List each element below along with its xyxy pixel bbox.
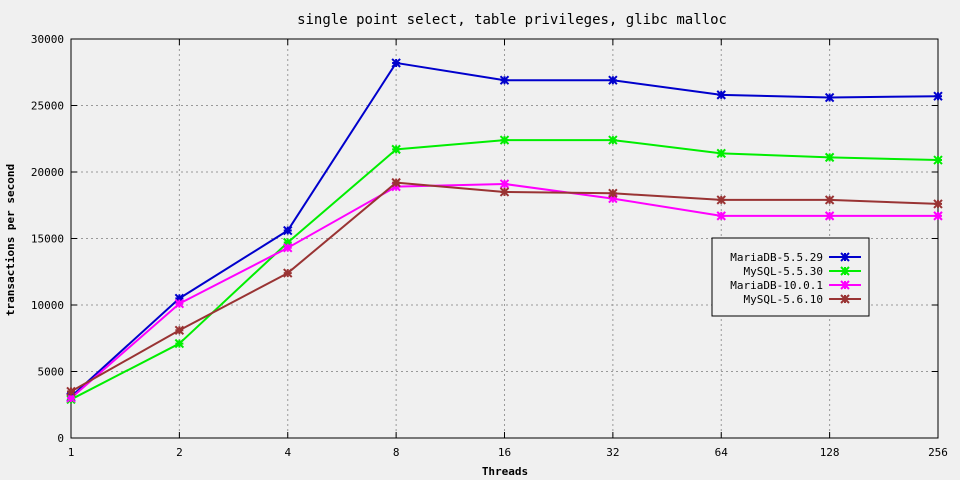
data-point — [391, 177, 401, 188]
legend-label: MariaDB-5.5.29 — [730, 251, 823, 264]
y-axis-ticks: 0 5000 10000 15000 20000 25000 30000 — [31, 33, 938, 445]
data-point — [824, 152, 835, 163]
chart-title: single point select, table privileges, g… — [297, 12, 727, 28]
data-point — [499, 187, 510, 197]
data-point — [933, 211, 943, 221]
x-tick-label: 4 — [284, 446, 291, 459]
x-tick-label: 32 — [606, 446, 619, 459]
data-point — [283, 225, 293, 236]
legend-label: MySQL-5.6.10 — [744, 293, 823, 306]
legend-marker — [840, 280, 850, 290]
data-point — [499, 75, 510, 85]
legend-marker — [840, 294, 850, 304]
data-point — [283, 237, 293, 248]
data-point — [824, 92, 835, 103]
data-point — [499, 135, 510, 145]
y-axis-label: transactions per second — [4, 164, 17, 316]
x-tick-label: 8 — [393, 446, 400, 459]
legend-label: MariaDB-10.0.1 — [730, 279, 823, 292]
x-tick-label: 1 — [68, 446, 75, 459]
data-point — [174, 293, 185, 304]
data-point — [499, 179, 510, 189]
data-point — [174, 298, 185, 309]
grid — [71, 39, 938, 438]
data-point — [716, 195, 726, 205]
legend-marker — [840, 252, 850, 262]
data-point — [391, 144, 401, 155]
data-point — [608, 75, 618, 85]
series-mariadb-5-5-29 — [66, 58, 943, 402]
x-tick-label: 64 — [715, 446, 729, 459]
x-tick-label: 128 — [820, 446, 840, 459]
data-point — [824, 195, 835, 205]
y-tick-label: 25000 — [31, 100, 64, 113]
data-point — [933, 91, 943, 101]
data-point — [174, 325, 185, 335]
data-point — [391, 58, 401, 68]
y-tick-label: 10000 — [31, 299, 64, 312]
data-point — [608, 188, 618, 198]
data-point — [66, 386, 76, 397]
data-point — [716, 90, 726, 100]
y-tick-label: 0 — [57, 432, 64, 445]
legend-marker — [840, 266, 850, 276]
data-point — [66, 393, 76, 403]
y-tick-label: 15000 — [31, 233, 64, 246]
x-tick-label: 16 — [498, 446, 511, 459]
x-tick-label: 2 — [176, 446, 183, 459]
data-point — [716, 148, 726, 159]
legend: MariaDB-5.5.29MySQL-5.5.30MariaDB-10.0.1… — [711, 237, 870, 317]
data-point — [283, 243, 293, 253]
data-point — [174, 338, 185, 349]
x-axis-ticks: 1 2 4 8 16 32 64 128 256 — [68, 39, 948, 459]
data-point — [933, 155, 943, 165]
series-group — [66, 58, 943, 405]
legend-label: MySQL-5.5.30 — [744, 265, 823, 278]
data-point — [608, 135, 618, 145]
y-tick-label: 30000 — [31, 33, 64, 46]
data-point — [933, 199, 943, 209]
x-axis-label: Threads — [482, 465, 528, 478]
y-tick-label: 20000 — [31, 166, 64, 179]
data-point — [824, 211, 835, 221]
x-tick-label: 256 — [928, 446, 948, 459]
data-point — [283, 268, 293, 278]
data-point — [716, 211, 726, 221]
data-point — [608, 193, 618, 204]
legend-box — [711, 237, 870, 317]
series-mysql-5-6-10 — [66, 177, 943, 397]
y-tick-label: 5000 — [38, 366, 65, 379]
